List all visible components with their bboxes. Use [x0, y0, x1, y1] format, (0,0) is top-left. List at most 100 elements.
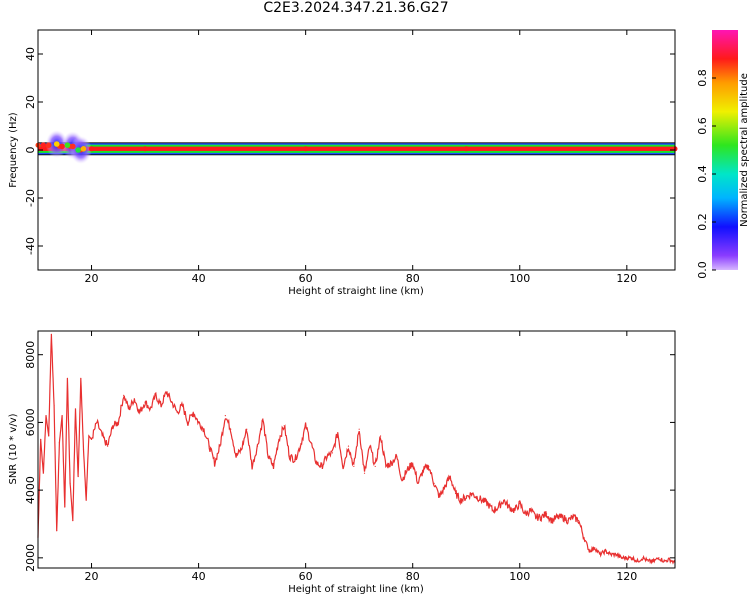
snr-data-point [203, 428, 205, 430]
snr-data-point [235, 455, 237, 457]
snr-data-point [669, 558, 671, 561]
ridge-cluster-point [53, 141, 60, 147]
ridge-cluster-point [69, 143, 76, 150]
spectrogram-y-label: Frequency (Hz) [8, 112, 19, 188]
snr-data-point [230, 428, 232, 430]
spectrogram-x-axis: 20 40 60 80 100 120 [85, 30, 637, 285]
snr-data-point [599, 553, 601, 556]
snr-data-point [513, 509, 516, 512]
snr-data-point [64, 506, 66, 508]
snr-data-point [379, 435, 382, 437]
snr-data-point [251, 465, 253, 468]
snr-data-point [96, 421, 98, 424]
snr-data-point [42, 472, 44, 474]
snr-data-point [262, 418, 264, 420]
snr-data-point [578, 520, 580, 522]
snr-data-point [294, 459, 296, 461]
snr-data-point [476, 496, 478, 498]
snr-frame [37, 330, 676, 569]
snr-data-point [50, 333, 52, 335]
snr-data-point [112, 425, 114, 427]
snr-data-point [438, 496, 441, 498]
ridge-cluster-point [59, 143, 65, 150]
snr-data-point [197, 421, 200, 424]
colorbar-tick-label: 0.2 [696, 213, 709, 231]
snr-data-point [48, 435, 50, 437]
snr-data-point [385, 465, 387, 468]
snr-data-point [626, 557, 628, 559]
snr-data-point [652, 560, 655, 562]
snr-data-point [82, 448, 85, 451]
snr-data-point [412, 462, 414, 464]
snr-data-point [347, 445, 350, 447]
snr-data-point [133, 398, 135, 400]
x-tick-label: 40 [192, 272, 206, 285]
snr-data-point [165, 391, 168, 393]
snr-data-point [128, 408, 130, 410]
snr-data-point [267, 455, 269, 457]
ridge-cluster-point [40, 142, 47, 148]
ridge-point [303, 146, 309, 152]
ridge-point [142, 146, 148, 152]
snr-data-point [176, 411, 178, 413]
snr-data-point [465, 496, 467, 498]
snr-data-point [272, 465, 275, 468]
snr-data-point [56, 530, 58, 532]
snr-data-point [326, 455, 328, 457]
snr-data-point [69, 482, 71, 484]
snr-data-point [615, 553, 617, 556]
snr-data-point [315, 462, 317, 464]
x-tick-label: 100 [509, 570, 530, 583]
snr-data-point [529, 509, 532, 512]
snr-data-point [556, 516, 558, 518]
x-tick-label: 80 [406, 570, 420, 583]
snr-data-point [658, 557, 660, 559]
y-tick-label: -20 [24, 189, 37, 207]
snr-data-point [123, 394, 125, 396]
x-tick-label: 60 [299, 272, 313, 285]
snr-data-point [278, 438, 280, 440]
colorbar-tick-label: 0.0 [696, 261, 709, 279]
spectrogram-panel: 20 40 60 80 100 120 -40 -20 0 20 40 Height of str… [8, 29, 678, 297]
snr-data-point [321, 465, 323, 468]
snr-data-point [187, 421, 189, 424]
snr-data-point [40, 438, 42, 440]
x-tick-label: 60 [299, 570, 313, 583]
snr-x-label: Height of straight line (km) [288, 584, 424, 595]
snr-data-point [551, 520, 553, 522]
snr-y-axis: 2000 4000 6000 8000 [24, 341, 675, 572]
snr-data-point [139, 411, 141, 413]
snr-data-point [481, 499, 483, 501]
snr-data-point [256, 445, 259, 447]
ridge-point [89, 146, 95, 152]
x-tick-label: 40 [192, 570, 206, 583]
colorbar-ticks: 0.0 0.2 0.4 0.6 0.8 [696, 69, 716, 279]
ridge-point [463, 146, 469, 152]
x-tick-label: 80 [406, 272, 420, 285]
snr-data-point [545, 513, 548, 515]
colorbar-tick-label: 0.8 [696, 69, 709, 87]
snr-data-point [508, 506, 510, 508]
snr-data-point [74, 408, 77, 410]
snr-data-point [647, 560, 649, 562]
colorbar-label: Normalized spectral amplitude [739, 73, 750, 227]
y-tick-label: 0 [24, 147, 37, 154]
snr-data-point [58, 442, 61, 444]
snr-data-point [144, 401, 146, 403]
y-tick-label: -40 [24, 237, 37, 255]
snr-data-point [88, 435, 90, 437]
snr-data-point [620, 557, 623, 559]
snr-data-point [117, 421, 119, 424]
colorbar: 0.0 0.2 0.4 0.6 0.8 Normalized spectral ampl… [696, 30, 750, 279]
ridge-cluster-point [80, 146, 87, 152]
y-tick-label: 8000 [24, 341, 37, 369]
snr-data-point [224, 415, 226, 417]
snr-data-point [417, 482, 419, 484]
ridge-band-core [38, 146, 675, 151]
ridge-cluster-point [75, 147, 81, 153]
snr-data-point [374, 465, 376, 468]
snr-data-point [540, 516, 542, 518]
snr-data-point [331, 452, 334, 454]
y-tick-label: 20 [24, 95, 37, 109]
snr-data-point [567, 520, 569, 522]
